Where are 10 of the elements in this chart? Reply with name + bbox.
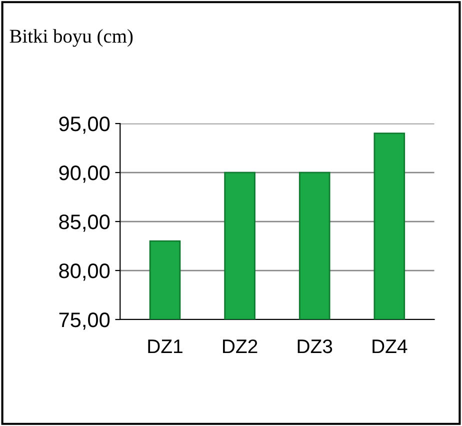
x-tick-label: DZ3 [298, 339, 332, 354]
x-tick-label: DZ1 [148, 340, 182, 354]
y-tick-label: 90,00 [59, 166, 110, 183]
x-tick-label: DZ4 [372, 340, 408, 354]
chart-title: Bitki boyu (cm) [10, 29, 133, 47]
y-tick-label: 80,00 [59, 264, 110, 281]
x-tick-label: DZ2 [223, 339, 258, 354]
y-tick-label: 85,00 [59, 214, 110, 232]
y-tick-label: 95,00 [59, 116, 110, 134]
y-tick-label: 75,00 [59, 312, 110, 330]
